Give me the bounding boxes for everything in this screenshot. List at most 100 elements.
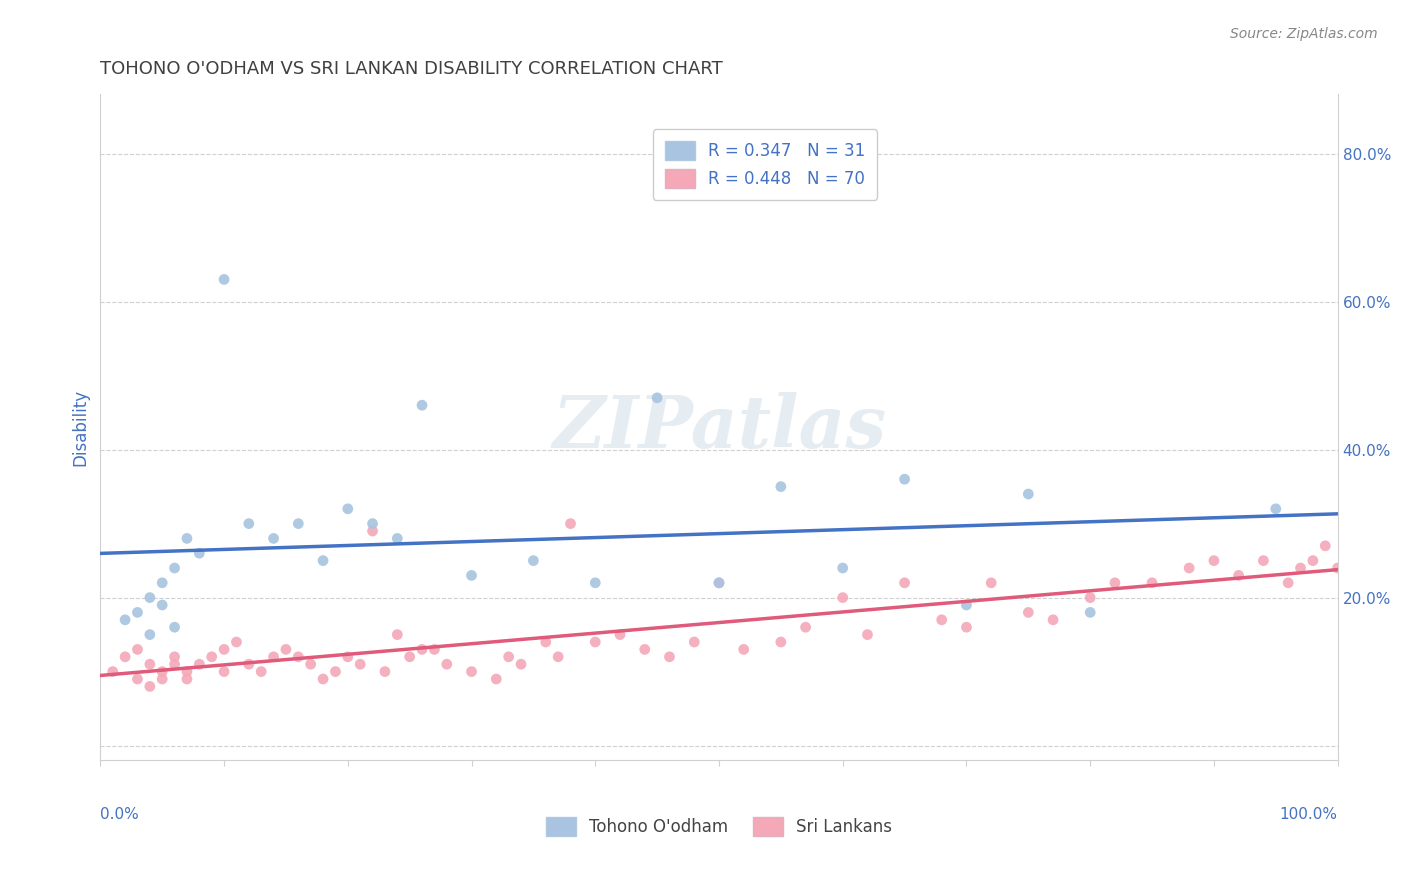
Point bbox=[733, 642, 755, 657]
Point bbox=[980, 575, 1002, 590]
Point bbox=[1017, 487, 1039, 501]
Point bbox=[460, 665, 482, 679]
Point bbox=[336, 649, 359, 664]
Point bbox=[436, 657, 458, 672]
Point bbox=[411, 642, 433, 657]
Point bbox=[238, 657, 260, 672]
Point bbox=[534, 635, 557, 649]
Point bbox=[176, 672, 198, 686]
Point bbox=[931, 613, 953, 627]
Point bbox=[1178, 561, 1201, 575]
Point bbox=[1253, 553, 1275, 567]
Text: 0.0%: 0.0% bbox=[100, 807, 139, 822]
Point bbox=[1315, 539, 1337, 553]
Point bbox=[176, 532, 198, 546]
Point bbox=[263, 649, 285, 664]
Point bbox=[212, 665, 235, 679]
Point bbox=[127, 672, 149, 686]
Point bbox=[1264, 501, 1286, 516]
Point bbox=[485, 672, 508, 686]
Point bbox=[150, 598, 173, 612]
Point bbox=[163, 657, 186, 672]
Point bbox=[163, 649, 186, 664]
Point bbox=[127, 606, 149, 620]
Point bbox=[361, 516, 384, 531]
Text: 100.0%: 100.0% bbox=[1279, 807, 1337, 822]
Point bbox=[139, 657, 162, 672]
Point bbox=[560, 516, 582, 531]
Point bbox=[522, 553, 544, 567]
Point bbox=[583, 635, 606, 649]
Point bbox=[423, 642, 446, 657]
Point bbox=[212, 272, 235, 286]
Point bbox=[150, 665, 173, 679]
Point bbox=[411, 398, 433, 412]
Point bbox=[225, 635, 247, 649]
Point bbox=[1078, 591, 1101, 605]
Point bbox=[299, 657, 322, 672]
Point bbox=[325, 665, 347, 679]
Point bbox=[831, 561, 853, 575]
Point bbox=[794, 620, 817, 634]
Point bbox=[188, 546, 211, 560]
Point bbox=[634, 642, 657, 657]
Point bbox=[769, 480, 792, 494]
Point bbox=[374, 665, 396, 679]
Point bbox=[955, 620, 977, 634]
Point bbox=[398, 649, 420, 664]
Point bbox=[127, 642, 149, 657]
Point bbox=[361, 524, 384, 538]
Point bbox=[1227, 568, 1250, 582]
Point bbox=[831, 591, 853, 605]
Point bbox=[139, 680, 162, 694]
Point bbox=[139, 627, 162, 641]
Point bbox=[893, 472, 915, 486]
Point bbox=[188, 657, 211, 672]
Point bbox=[263, 532, 285, 546]
Point bbox=[498, 649, 520, 664]
Point bbox=[139, 591, 162, 605]
Point bbox=[387, 627, 409, 641]
Point bbox=[609, 627, 631, 641]
Point bbox=[287, 516, 309, 531]
Point bbox=[150, 672, 173, 686]
Point bbox=[955, 598, 977, 612]
Point bbox=[645, 391, 668, 405]
Point bbox=[460, 568, 482, 582]
Point bbox=[707, 575, 730, 590]
Text: Source: ZipAtlas.com: Source: ZipAtlas.com bbox=[1230, 27, 1378, 41]
Point bbox=[856, 627, 879, 641]
Point bbox=[349, 657, 371, 672]
Point bbox=[150, 575, 173, 590]
Point bbox=[1302, 553, 1324, 567]
Point bbox=[114, 613, 136, 627]
Point bbox=[1042, 613, 1064, 627]
Point bbox=[287, 649, 309, 664]
Point bbox=[893, 575, 915, 590]
Point bbox=[1202, 553, 1225, 567]
Point bbox=[201, 649, 224, 664]
Point bbox=[1140, 575, 1163, 590]
Point bbox=[707, 575, 730, 590]
Point bbox=[312, 672, 335, 686]
Point bbox=[769, 635, 792, 649]
Legend: R = 0.347   N = 31, R = 0.448   N = 70: R = 0.347 N = 31, R = 0.448 N = 70 bbox=[654, 129, 877, 200]
Point bbox=[1017, 606, 1039, 620]
Point bbox=[101, 665, 124, 679]
Point bbox=[274, 642, 297, 657]
Point bbox=[387, 532, 409, 546]
Text: TOHONO O'ODHAM VS SRI LANKAN DISABILITY CORRELATION CHART: TOHONO O'ODHAM VS SRI LANKAN DISABILITY … bbox=[100, 60, 723, 78]
Point bbox=[238, 516, 260, 531]
Point bbox=[583, 575, 606, 590]
Point bbox=[547, 649, 569, 664]
Point bbox=[1078, 606, 1101, 620]
Point bbox=[510, 657, 533, 672]
Point bbox=[176, 665, 198, 679]
Point bbox=[1104, 575, 1126, 590]
Text: ZIPatlas: ZIPatlas bbox=[553, 392, 886, 463]
Point bbox=[163, 620, 186, 634]
Point bbox=[1277, 575, 1299, 590]
Point bbox=[658, 649, 681, 664]
Point bbox=[312, 553, 335, 567]
Y-axis label: Disability: Disability bbox=[72, 389, 89, 466]
